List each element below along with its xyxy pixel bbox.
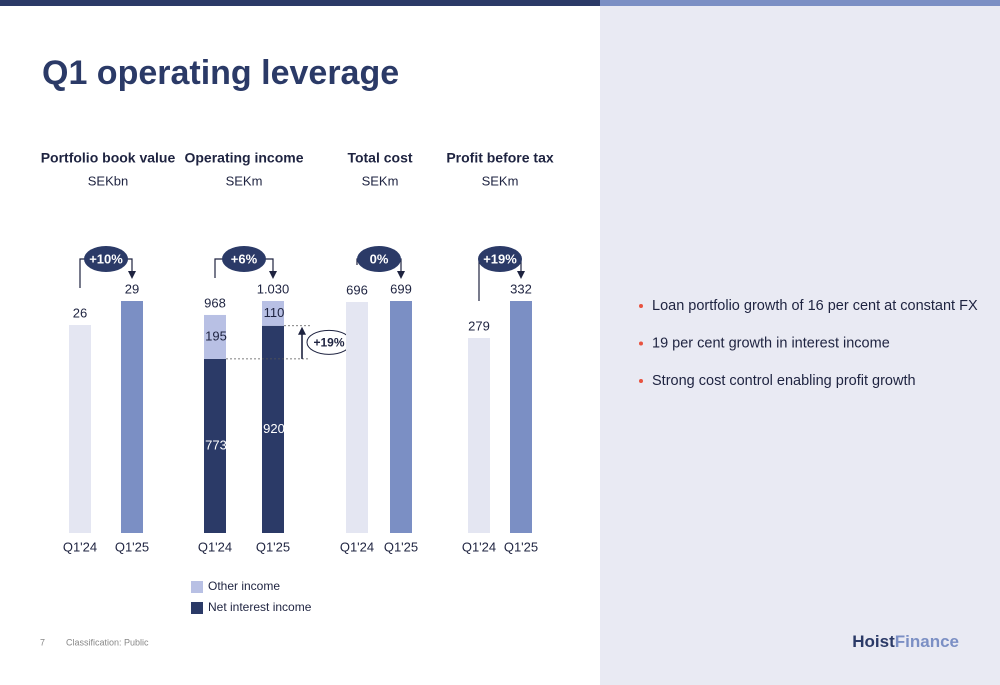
arrow-head (128, 271, 136, 279)
x-tick-label: Q1'25 (115, 539, 149, 554)
x-tick-label: Q1'24 (462, 539, 496, 554)
bullet-dot (639, 304, 643, 308)
bullet-text: 19 per cent growth in interest income (652, 335, 890, 351)
bullet-dot (639, 379, 643, 383)
total-label: 968 (204, 295, 226, 310)
chart-subtitle: SEKm (482, 173, 519, 188)
chart-subtitle: SEKm (362, 173, 399, 188)
legend-label: Other income (208, 579, 280, 593)
value-label: 699 (390, 281, 412, 296)
bullet-text: Loan portfolio growth of 16 per cent at … (652, 298, 978, 314)
value-label: 279 (468, 318, 490, 333)
page-number: 7 (40, 637, 45, 647)
x-tick-label: Q1'25 (256, 539, 290, 554)
growth-badge (222, 246, 266, 272)
top-bar (0, 0, 600, 6)
bar-segment (204, 358, 226, 533)
classification: Classification: Public (66, 637, 149, 647)
side-panel (600, 0, 1000, 685)
value-label: 696 (346, 282, 368, 297)
chart-title: Total cost (347, 150, 412, 166)
logo: HoistFinance (852, 632, 959, 651)
x-tick-label: Q1'24 (63, 539, 97, 554)
bullet-text: Strong cost control enabling profit grow… (652, 373, 916, 389)
growth-label: 0% (370, 251, 389, 266)
segment-label: 195 (205, 328, 227, 343)
bar-segment (262, 301, 284, 326)
top-bar (600, 0, 1000, 6)
logo-part: Finance (895, 632, 959, 651)
growth-badge (478, 246, 522, 272)
segment-label: 773 (205, 437, 227, 452)
bar (69, 325, 91, 533)
logo-part: Hoist (852, 632, 895, 651)
bar (346, 301, 368, 533)
chart-subtitle: SEKm (226, 173, 263, 188)
value-label: 332 (510, 281, 532, 296)
chart-title: Portfolio book value (41, 150, 176, 166)
bar (468, 338, 490, 533)
bar-segment (262, 325, 284, 533)
arrow-head (517, 271, 525, 279)
value-label: 29 (125, 281, 139, 296)
growth-label: +19% (313, 336, 344, 350)
chart-title: Profit before tax (446, 150, 554, 166)
x-tick-label: Q1'24 (340, 539, 374, 554)
bar (121, 301, 143, 533)
arrow-head (397, 271, 405, 279)
value-label: 26 (73, 305, 87, 320)
growth-label: +10% (89, 251, 123, 266)
legend-swatch (191, 581, 203, 593)
growth-label: +6% (231, 251, 258, 266)
x-tick-label: Q1'24 (198, 539, 232, 554)
arrow-head (269, 271, 277, 279)
legend-swatch (191, 602, 203, 614)
x-tick-label: Q1'25 (504, 539, 538, 554)
growth-label: +19% (483, 251, 517, 266)
growth-badge (357, 246, 401, 272)
bullet-dot (639, 341, 643, 346)
total-label: 1.030 (257, 281, 290, 296)
slide-title: Q1 operating leverage (42, 54, 399, 92)
bar-segment (204, 314, 226, 359)
segment-label: 110 (264, 305, 285, 320)
chart-title: Operating income (184, 150, 303, 166)
bar (390, 301, 412, 533)
chart-subtitle: SEKbn (88, 173, 128, 188)
arrow-head (298, 326, 306, 335)
bar (510, 301, 532, 533)
growth-badge (84, 246, 128, 272)
segment-label: 920 (263, 421, 285, 436)
legend-label: Net interest income (208, 600, 312, 614)
x-tick-label: Q1'25 (384, 539, 418, 554)
